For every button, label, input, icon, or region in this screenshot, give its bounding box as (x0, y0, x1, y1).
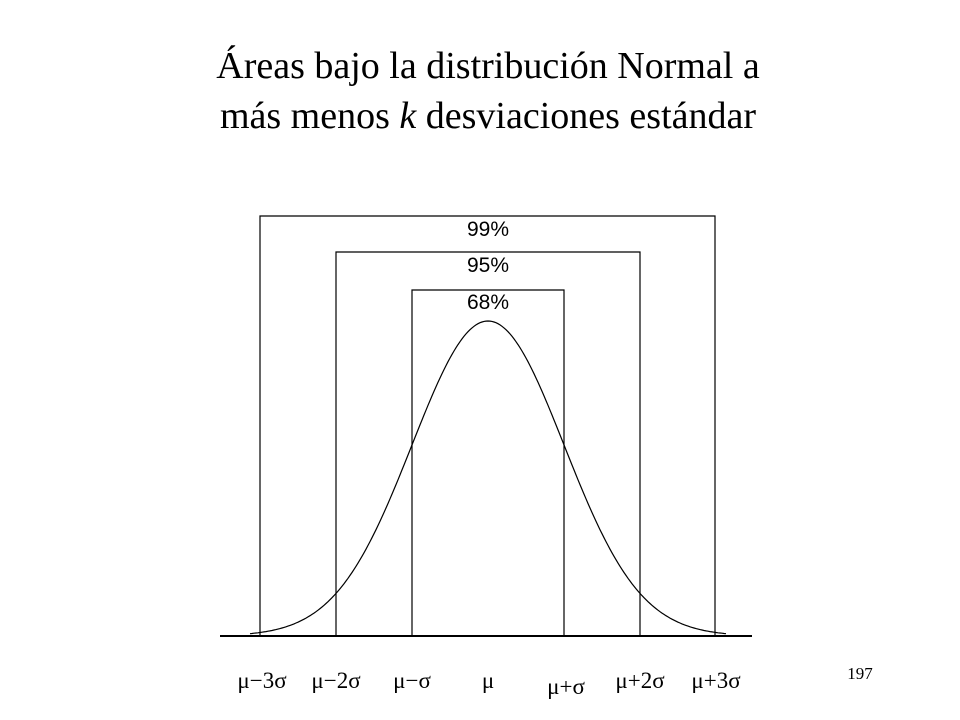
area-label: 95% (467, 254, 509, 277)
title-text: desviaciones estándar (416, 95, 756, 137)
range-box (259, 215, 716, 636)
title-line: Áreas bajo la distribución Normal a (216, 45, 760, 87)
axis-label: μ+3σ (691, 668, 741, 693)
range-box (335, 251, 641, 636)
axis-label: μ (482, 668, 494, 693)
page-number: 197 (847, 664, 873, 683)
axis-label: μ−σ (393, 668, 431, 693)
title-text: más menos (220, 95, 399, 137)
title-line: más menos k desviaciones estándar (220, 95, 756, 137)
axis-labels: μ−3σ μ−2σ μ−σ μ μ+σ μ+2σ μ+3σ (237, 668, 741, 699)
area-label: 68% (467, 291, 509, 314)
axis-label: μ−2σ (311, 668, 361, 693)
axis-label: μ+σ (547, 674, 585, 699)
range-box (411, 289, 565, 636)
normal-curve (249, 320, 727, 635)
area-label: 99% (467, 218, 509, 241)
axis-label: μ−3σ (237, 668, 287, 693)
title-variable: k (399, 95, 417, 137)
axis-label: μ+2σ (615, 668, 665, 693)
